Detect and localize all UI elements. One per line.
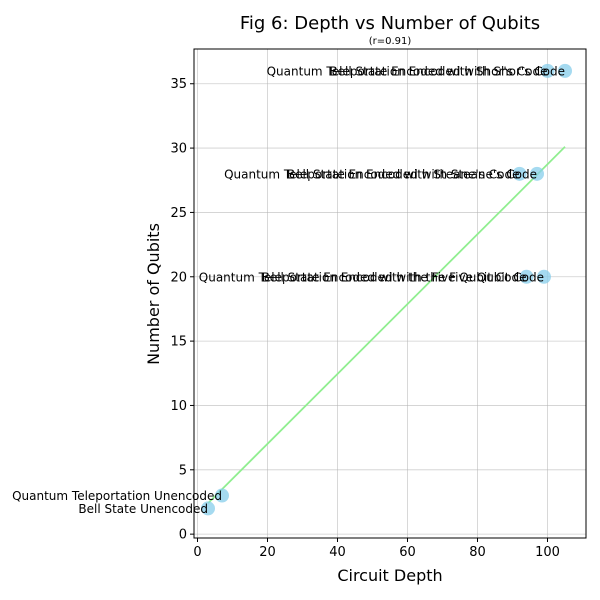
point-label: Bell State Encoded with the Five Qubit C… xyxy=(262,270,527,284)
axes-frame xyxy=(193,48,587,539)
y-tick-label: 0 xyxy=(179,528,187,543)
point-label: Bell State Unencoded xyxy=(78,502,208,516)
x-tick-label: 40 xyxy=(329,545,346,560)
data-point xyxy=(537,269,551,284)
trendline-layer xyxy=(207,146,566,504)
y-axis-ticks: 0 5 10 15 20 25 30 35 xyxy=(170,77,194,543)
y-tick-label: 20 xyxy=(170,270,187,285)
data-point xyxy=(540,63,555,78)
x-tick-label: 0 xyxy=(193,545,201,560)
point-label: Quantum Teleportation Encoded with Shor'… xyxy=(267,64,565,78)
x-tick-label: 60 xyxy=(399,545,416,560)
x-tick-label: 100 xyxy=(535,545,560,560)
point-label: Quantum Teleportation Encoded with Stean… xyxy=(224,167,537,181)
data-point xyxy=(201,501,215,516)
point-label: Bell State Encoded with Shor's Code xyxy=(329,64,547,78)
data-point xyxy=(530,166,544,181)
x-axis-label: Circuit Depth xyxy=(337,566,442,585)
y-tick-label: 35 xyxy=(170,77,187,92)
data-point xyxy=(519,269,534,284)
y-tick-label: 25 xyxy=(170,206,187,221)
y-tick-label: 10 xyxy=(170,399,187,414)
x-axis-ticks: 0 20 40 60 80 100 xyxy=(193,538,560,560)
y-tick-label: 5 xyxy=(179,463,187,478)
data-point xyxy=(215,488,229,503)
point-label: Bell State Encoded with Steane's Code xyxy=(287,167,520,181)
grid xyxy=(194,49,586,538)
y-tick-label: 15 xyxy=(170,335,187,350)
data-point xyxy=(512,166,527,181)
trend-line xyxy=(207,146,566,504)
point-label: Quantum Teleportation Encoded with the F… xyxy=(199,270,544,284)
x-tick-label: 80 xyxy=(469,545,486,560)
data-point xyxy=(558,63,572,78)
x-tick-label: 20 xyxy=(259,545,276,560)
y-tick-label: 30 xyxy=(170,142,187,157)
chart-subtitle: (r=0.91) xyxy=(369,36,412,47)
y-axis-label: Number of Qubits xyxy=(144,223,163,365)
chart-title: Fig 6: Depth vs Number of Qubits xyxy=(240,13,540,34)
points-layer xyxy=(201,63,572,516)
point-label: Quantum Teleportation Unencoded xyxy=(12,489,222,503)
